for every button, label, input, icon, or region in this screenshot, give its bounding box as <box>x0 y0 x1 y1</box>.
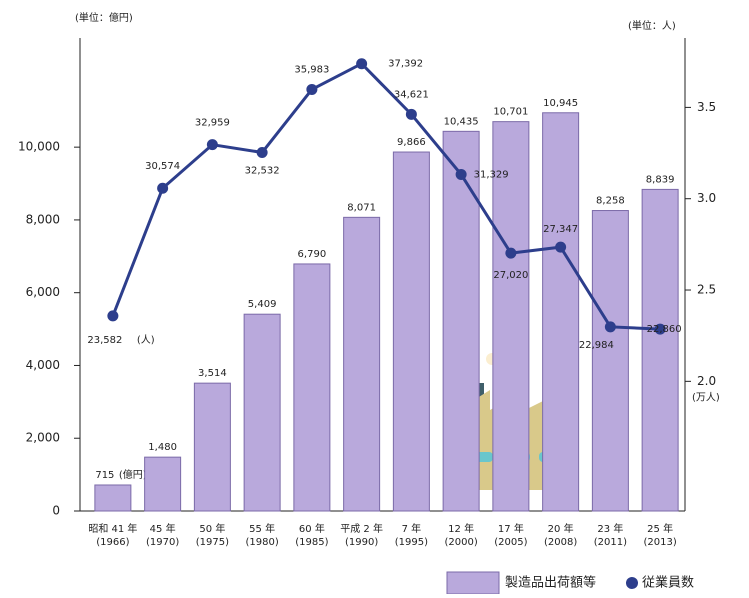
employee-point <box>555 241 567 253</box>
y-tick-label: 0 <box>52 504 60 518</box>
employee-point <box>604 321 616 333</box>
bar-value-label: 9,866 <box>397 137 426 148</box>
employee-point <box>505 247 517 259</box>
x-tick-label: 50 年 <box>199 522 225 535</box>
y-tick-label: 10,000 <box>18 140 60 154</box>
bar-value-label: 3,514 <box>198 368 227 379</box>
x-tick-year: (2008) <box>544 537 577 548</box>
line-value-label: 22,860 <box>647 324 682 335</box>
employee-point <box>157 182 169 194</box>
y-tick-label: 2,000 <box>26 431 60 445</box>
bar <box>144 456 182 512</box>
employee-point <box>107 310 119 322</box>
right-unit: (単位：人) <box>628 19 676 32</box>
bar <box>243 313 281 512</box>
bar <box>542 112 580 512</box>
x-tick-year: (1975) <box>196 537 229 548</box>
right-axis-note: (万人) <box>692 391 720 403</box>
bar-value-label: 8,258 <box>596 196 625 207</box>
x-tick-label: 20 年 <box>548 522 574 535</box>
bar <box>94 484 132 512</box>
employee-point <box>405 108 417 120</box>
bar-value-label: 715 <box>95 470 114 481</box>
x-tick-label: 25 年 <box>647 522 673 535</box>
line-value-label: 27,347 <box>543 224 578 235</box>
x-tick-label: 23 年 <box>597 522 623 535</box>
legend-label: 従業員数 <box>642 575 694 591</box>
y2-tick-label: 2.0 <box>697 374 716 388</box>
employee-point <box>306 83 318 95</box>
line-value-label: 23,582 <box>87 335 122 346</box>
line-value-label: 32,959 <box>195 118 230 129</box>
line-unit-note: (人) <box>137 334 155 346</box>
line-value-label: 32,532 <box>245 165 280 176</box>
bar <box>193 382 231 512</box>
x-tick-year: (1985) <box>295 537 328 548</box>
x-tick-year: (2011) <box>594 537 627 548</box>
x-tick-label: 7 年 <box>402 522 422 535</box>
x-tick-label: 17 年 <box>498 522 524 535</box>
y-tick-label: 4,000 <box>26 358 60 372</box>
line-value-label: 31,329 <box>474 169 509 180</box>
x-tick-year: (1995) <box>395 537 428 548</box>
bar <box>442 130 480 512</box>
x-tick-year: (1966) <box>96 537 129 548</box>
y2-tick-label: 3.0 <box>697 191 716 205</box>
bar <box>591 210 629 512</box>
x-tick-label: 60 年 <box>299 522 325 535</box>
bar-value-label: 8,839 <box>646 174 675 185</box>
bar-unit-note: (億円) <box>119 468 147 481</box>
x-tick-year: (2013) <box>643 537 676 548</box>
employee-line <box>111 61 661 331</box>
legend-line-swatch <box>626 577 638 589</box>
employee-point <box>206 139 218 151</box>
bar <box>392 151 430 512</box>
x-tick-label: 55 年 <box>249 522 275 535</box>
line-value-label: 30,574 <box>145 161 180 172</box>
bar-value-label: 5,409 <box>248 299 277 310</box>
bar-value-label: 10,701 <box>493 107 528 118</box>
bar-value-label: 10,435 <box>444 116 479 127</box>
x-tick-label: 45 年 <box>150 522 176 535</box>
employee-point <box>256 146 268 158</box>
x-tick-year: (1980) <box>245 537 278 548</box>
line-value-label: 22,984 <box>579 340 614 351</box>
bar <box>293 263 331 512</box>
employee-point <box>654 323 666 335</box>
x-tick-label: 平成 2 年 <box>340 522 383 535</box>
bar <box>492 121 530 512</box>
line-value-label: 27,020 <box>493 270 528 281</box>
y-tick-label: 6,000 <box>26 285 60 299</box>
legend-bar-swatch <box>446 571 500 595</box>
x-tick-label: 12 年 <box>448 522 474 535</box>
bar-value-label: 10,945 <box>543 98 578 109</box>
bar <box>343 216 381 512</box>
employee-point <box>455 168 467 180</box>
y2-tick-label: 3.5 <box>697 100 716 114</box>
x-tick-label: 昭和 41 年 <box>88 522 137 535</box>
x-tick-year: (1990) <box>345 537 378 548</box>
y-tick-label: 8,000 <box>26 212 60 226</box>
employee-point <box>356 58 368 70</box>
x-tick-year: (1970) <box>146 537 179 548</box>
legend-label: 製造品出荷額等 <box>505 575 596 591</box>
bar-value-label: 6,790 <box>298 249 327 260</box>
line-value-label: 37,392 <box>388 59 423 70</box>
x-tick-year: (2005) <box>494 537 527 548</box>
y2-tick-label: 2.5 <box>697 283 716 297</box>
line-value-label: 35,983 <box>294 64 329 75</box>
bar-value-label: 1,480 <box>148 442 177 453</box>
bar <box>641 188 679 512</box>
x-tick-year: (2000) <box>444 537 477 548</box>
line-value-label: 34,621 <box>394 89 429 100</box>
left-unit: (単位：億円) <box>75 11 133 24</box>
bar-value-label: 8,071 <box>347 202 376 213</box>
